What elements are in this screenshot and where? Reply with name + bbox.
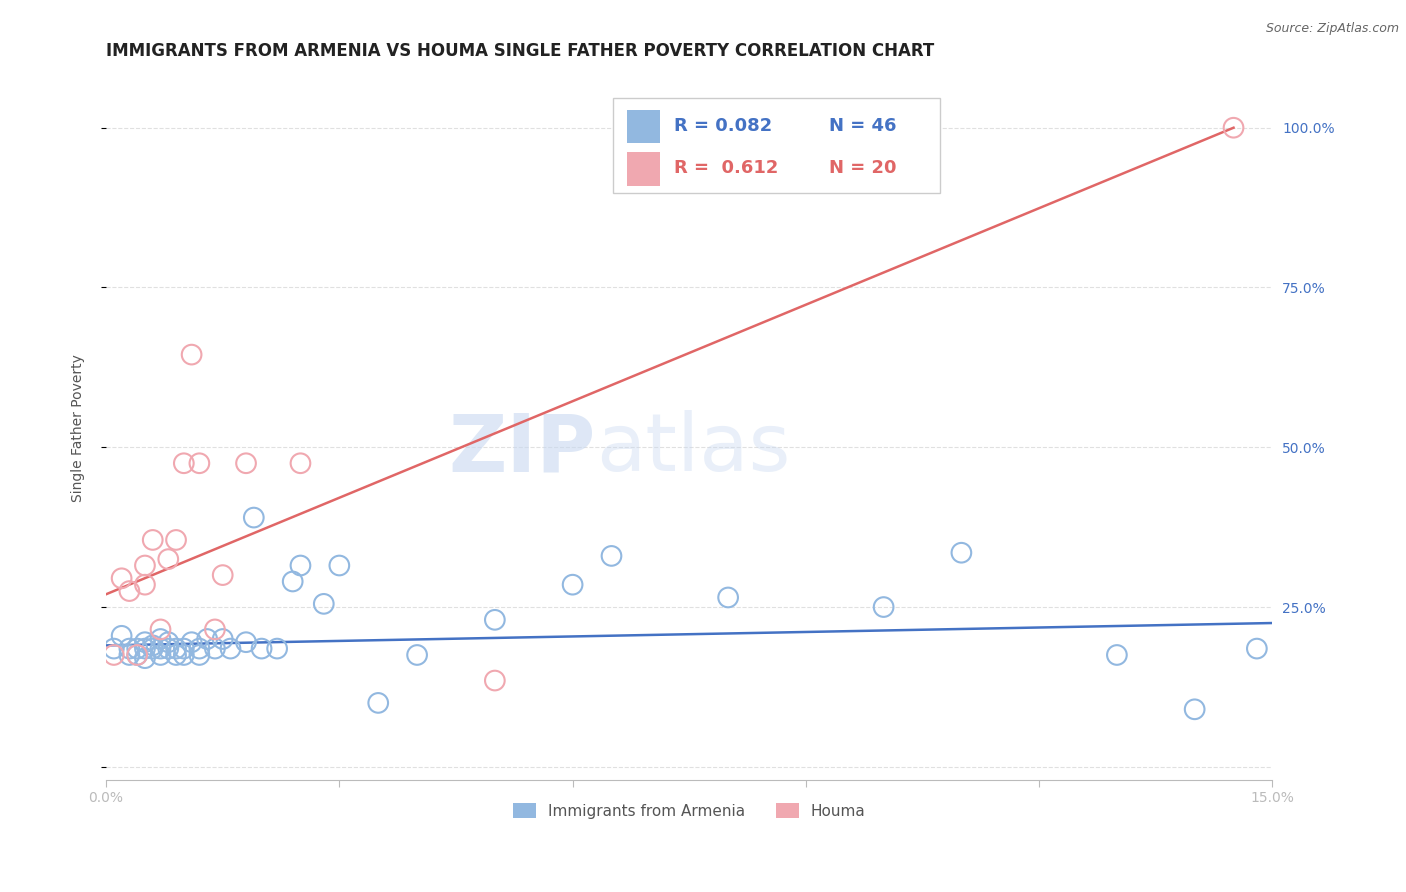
- Point: [950, 546, 973, 560]
- Point: [1184, 702, 1206, 716]
- Point: [561, 577, 583, 591]
- Point: [111, 571, 134, 585]
- Point: [165, 641, 187, 656]
- Point: [127, 648, 149, 662]
- Point: [211, 632, 233, 646]
- Point: [211, 568, 233, 582]
- Point: [406, 648, 429, 662]
- Point: [165, 648, 187, 662]
- Point: [103, 648, 125, 662]
- Legend: Immigrants from Armenia, Houma: Immigrants from Armenia, Houma: [506, 797, 872, 825]
- Point: [180, 348, 202, 362]
- Point: [1246, 641, 1268, 656]
- Point: [173, 641, 195, 656]
- Point: [204, 623, 226, 637]
- Point: [134, 577, 156, 591]
- Point: [173, 456, 195, 470]
- Point: [872, 600, 894, 615]
- Text: R = 0.082: R = 0.082: [673, 117, 772, 135]
- Y-axis label: Single Father Poverty: Single Father Poverty: [72, 354, 86, 502]
- Point: [142, 533, 165, 547]
- Point: [149, 641, 172, 656]
- Point: [149, 648, 172, 662]
- Point: [149, 623, 172, 637]
- Point: [157, 552, 180, 566]
- Point: [188, 641, 211, 656]
- Point: [149, 632, 172, 646]
- Point: [235, 635, 257, 649]
- Point: [111, 629, 134, 643]
- Point: [134, 558, 156, 573]
- Point: [127, 641, 149, 656]
- Text: IMMIGRANTS FROM ARMENIA VS HOUMA SINGLE FATHER POVERTY CORRELATION CHART: IMMIGRANTS FROM ARMENIA VS HOUMA SINGLE …: [105, 42, 935, 60]
- Text: ZIP: ZIP: [449, 410, 596, 488]
- Point: [204, 641, 226, 656]
- Point: [484, 613, 506, 627]
- Text: Source: ZipAtlas.com: Source: ZipAtlas.com: [1265, 22, 1399, 36]
- Point: [188, 648, 211, 662]
- Point: [118, 648, 141, 662]
- Point: [243, 510, 266, 524]
- Text: R =  0.612: R = 0.612: [673, 159, 779, 177]
- Point: [290, 558, 312, 573]
- Point: [173, 648, 195, 662]
- Point: [281, 574, 304, 589]
- Bar: [627, 152, 659, 186]
- Point: [328, 558, 350, 573]
- Point: [195, 632, 218, 646]
- Point: [219, 641, 242, 656]
- Point: [717, 120, 740, 135]
- Point: [142, 641, 165, 656]
- Point: [157, 641, 180, 656]
- Point: [235, 456, 257, 470]
- Point: [250, 641, 273, 656]
- Bar: [627, 110, 659, 144]
- Point: [484, 673, 506, 688]
- Text: N = 20: N = 20: [830, 159, 897, 177]
- Point: [127, 648, 149, 662]
- FancyBboxPatch shape: [613, 98, 941, 193]
- Point: [134, 641, 156, 656]
- Text: N = 46: N = 46: [830, 117, 897, 135]
- Point: [157, 635, 180, 649]
- Text: atlas: atlas: [596, 410, 790, 488]
- Point: [290, 456, 312, 470]
- Point: [165, 533, 187, 547]
- Point: [717, 591, 740, 605]
- Point: [1105, 648, 1128, 662]
- Point: [142, 639, 165, 653]
- Point: [118, 641, 141, 656]
- Point: [103, 641, 125, 656]
- Point: [600, 549, 623, 563]
- Point: [188, 456, 211, 470]
- Point: [312, 597, 335, 611]
- Point: [134, 635, 156, 649]
- Point: [180, 635, 202, 649]
- Point: [266, 641, 288, 656]
- Point: [118, 584, 141, 599]
- Point: [1222, 120, 1244, 135]
- Point: [367, 696, 389, 710]
- Point: [134, 651, 156, 665]
